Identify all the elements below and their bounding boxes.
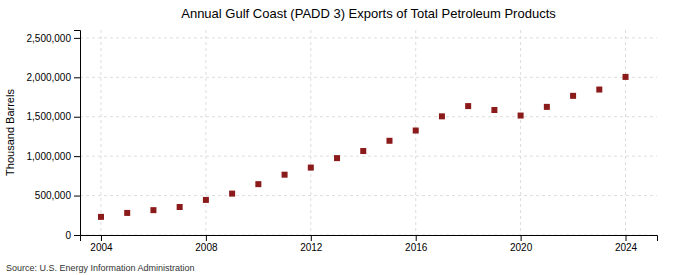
y-axis-tick-mark xyxy=(74,77,80,78)
grid xyxy=(80,30,657,235)
point xyxy=(623,74,629,80)
x-axis-tick-mark xyxy=(101,235,102,241)
y-grid-line xyxy=(80,77,657,78)
point xyxy=(491,107,497,113)
x-axis-tick-mark xyxy=(521,235,522,241)
point xyxy=(308,165,314,171)
y-axis-line xyxy=(74,31,81,236)
x-axis-tick-label: 2008 xyxy=(195,242,218,253)
x-axis-tick-mark xyxy=(206,235,207,241)
point xyxy=(229,191,235,197)
x-axis-tick: 2016 xyxy=(405,235,428,253)
point xyxy=(334,155,340,161)
x-axis: 2004 2008 2012 2016 2020 2024 xyxy=(81,235,658,253)
point xyxy=(413,128,419,134)
x-grid-line xyxy=(310,30,311,235)
x-axis-tick-mark xyxy=(626,235,627,241)
x-axis-tick-mark xyxy=(416,235,417,241)
y-axis: 0 500,000 1,000,000 1,500,000 2,000,000 2,500… xyxy=(27,31,81,241)
point xyxy=(98,214,104,220)
y-axis-tick-label: 500,000 xyxy=(35,190,72,201)
point xyxy=(150,207,156,213)
point xyxy=(124,210,130,216)
x-axis-tick: 2008 xyxy=(195,235,218,253)
point xyxy=(386,138,392,144)
y-axis-tick: 500,000 xyxy=(35,190,80,201)
y-axis-tick: 1,500,000 xyxy=(27,111,81,122)
point xyxy=(177,204,183,210)
x-axis-tick: 2004 xyxy=(90,235,113,253)
y-axis-tick: 0 xyxy=(65,230,80,241)
title: Annual Gulf Coast (PADD 3) Exports of To… xyxy=(181,6,556,21)
point xyxy=(360,148,366,154)
x-axis-tick: 2024 xyxy=(615,235,638,253)
x-grid-line xyxy=(205,30,206,235)
y-axis-tick: 2,500,000 xyxy=(27,33,81,44)
x-axis-tick-label: 2004 xyxy=(90,242,113,253)
y-axis-tick-label: 1,000,000 xyxy=(27,151,72,162)
x-axis-tick-mark xyxy=(311,235,312,241)
y-axis-tick-label: 1,500,000 xyxy=(27,111,72,122)
y-axis-tick-label: 2,000,000 xyxy=(27,72,72,83)
y-axis-tick-mark xyxy=(74,117,80,118)
x-grid-line xyxy=(100,30,101,235)
y-grid-line xyxy=(80,195,657,196)
annotation: Source: U.S. Energy Information Administ… xyxy=(6,263,195,273)
x-axis-tick-label: 2012 xyxy=(300,242,323,253)
point xyxy=(570,93,576,99)
plot-area: 2004 2008 2012 2016 2020 2024 0 500,000 1,000,00… xyxy=(27,30,658,253)
x-axis-tick-label: 2016 xyxy=(405,242,428,253)
point xyxy=(255,181,261,187)
x-grid-line xyxy=(625,30,626,235)
point xyxy=(544,104,550,110)
x-axis-tick: 2020 xyxy=(510,235,533,253)
x-axis-tick-label: 2020 xyxy=(510,242,533,253)
y-axis-tick-mark xyxy=(74,38,80,39)
point xyxy=(282,172,288,178)
y-grid-line xyxy=(80,156,657,157)
x-axis-tick: 2012 xyxy=(300,235,323,253)
x-grid-line xyxy=(520,30,521,235)
x-axis-line xyxy=(81,236,658,242)
y-axis-tick-mark xyxy=(74,235,80,236)
point xyxy=(596,87,602,93)
point xyxy=(465,103,471,109)
y-axis-tick: 2,000,000 xyxy=(27,72,81,83)
x-axis-tick-label: 2024 xyxy=(615,242,638,253)
point xyxy=(439,113,445,119)
y-grid-line xyxy=(80,37,657,38)
point xyxy=(203,197,209,203)
y-axis-tick: 1,000,000 xyxy=(27,151,81,162)
y-axis-title: Thousand Barrels xyxy=(4,89,16,176)
marks xyxy=(98,74,629,220)
y-axis-tick-mark xyxy=(74,156,80,157)
y-axis-tick-mark xyxy=(74,196,80,197)
y-grid-line xyxy=(80,116,657,117)
y-axis-tick-label: 0 xyxy=(65,230,71,241)
point xyxy=(518,113,524,119)
y-axis-tick-label: 2,500,000 xyxy=(27,33,72,44)
chart: 2004 2008 2012 2016 2020 2024 0 500,000 1,000,00… xyxy=(0,0,675,275)
